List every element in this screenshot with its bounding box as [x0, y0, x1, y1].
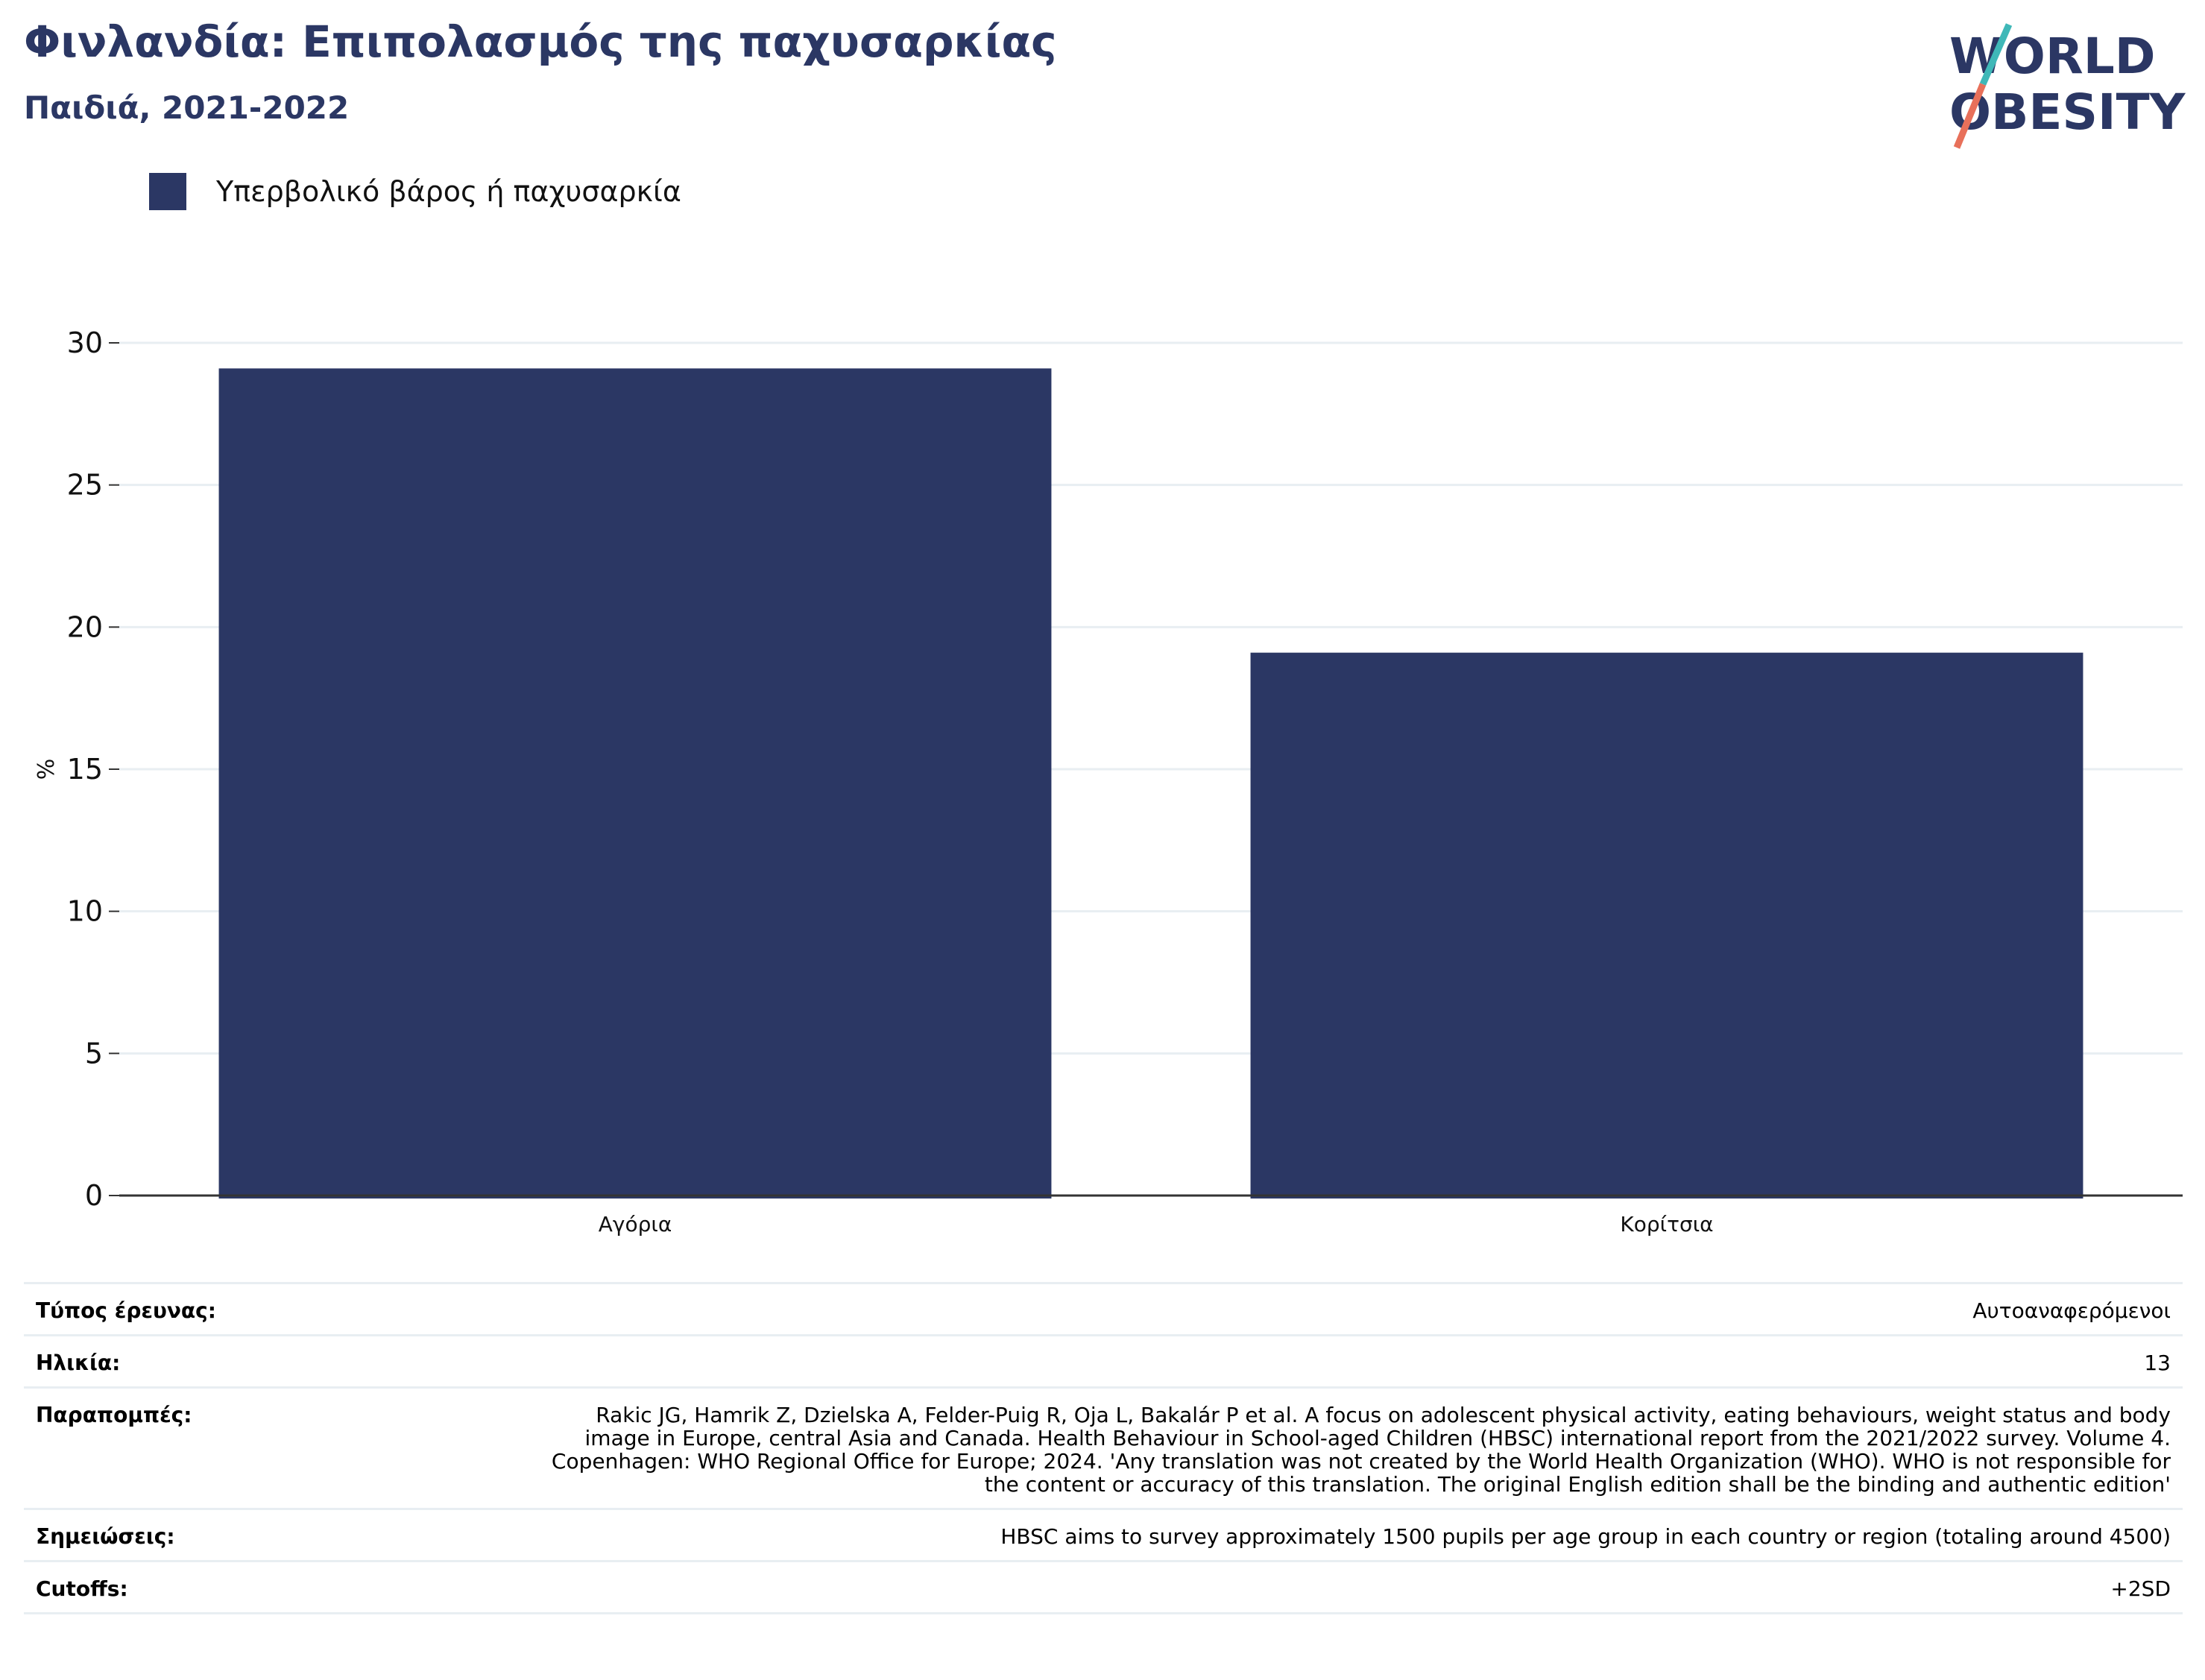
meta-label: Cutoffs: — [36, 1576, 128, 1601]
chart-subtitle: Παιδιά, 2021-2022 — [24, 89, 350, 126]
meta-value: Rakic JG, Hamrik Z, Dzielska A, Felder-P… — [551, 1403, 2171, 1497]
meta-label: Παραπομπές: — [36, 1403, 192, 1427]
bar-2 — [1250, 652, 2083, 1199]
x-tick-label: Αγόρια — [599, 1212, 672, 1237]
y-tick-label: 15 — [67, 753, 103, 786]
legend-swatch — [149, 173, 186, 210]
legend-label: Υπερβολικό βάρος ή παχυσαρκία — [216, 175, 681, 208]
meta-label: Σημειώσεις: — [36, 1524, 175, 1549]
logo-line-2: OBESITY — [1949, 83, 2186, 141]
y-tick-label: 30 — [67, 326, 103, 359]
logo-accent-coral — [1953, 83, 1987, 149]
bar-1 — [218, 368, 1052, 1199]
meta-row-notes: Σημειώσεις: HBSC aims to survey approxim… — [24, 1508, 2183, 1560]
meta-value: +2SD — [2110, 1576, 2171, 1601]
axes: 0 5 10 15 20 25 30 Αγόρια Κορίτσια% — [34, 326, 2183, 1237]
y-tick-label: 25 — [67, 469, 103, 502]
legend: Υπερβολικό βάρος ή παχυσαρκία — [149, 173, 681, 210]
logo-accent-teal — [1979, 23, 2013, 86]
meta-value: Αυτοαναφερόμενοι — [1972, 1298, 2171, 1323]
world-obesity-logo: WORLD OBESITY — [1949, 23, 2186, 149]
meta-label: Ηλικία: — [36, 1351, 121, 1375]
meta-value: HBSC aims to survey approximately 1500 p… — [1000, 1524, 2171, 1549]
y-axis-label: % — [34, 759, 60, 780]
meta-label: Τύπος έρευνας: — [36, 1298, 216, 1323]
x-tick-label: Κορίτσια — [1620, 1212, 1713, 1237]
y-tick-label: 5 — [85, 1037, 103, 1070]
metadata-table: Τύπος έρευνας: Αυτοαναφερόμενοι Ηλικία: … — [24, 1282, 2183, 1614]
meta-row-cutoffs: Cutoffs: +2SD — [24, 1560, 2183, 1614]
bar-chart: 0 5 10 15 20 25 30 Αγόρια Κορίτσια% — [34, 326, 2183, 1237]
meta-row-age: Ηλικία: 13 — [24, 1334, 2183, 1386]
y-tick-label: 10 — [67, 895, 103, 928]
chart-title: Φινλανδία: Επιπολασμός της παχυσαρκίας — [24, 16, 1057, 67]
y-tick-label: 20 — [67, 610, 103, 643]
meta-row-survey-type: Τύπος έρευνας: Αυτοαναφερόμενοι — [24, 1282, 2183, 1334]
bars — [218, 368, 2083, 1199]
meta-row-references: Παραπομπές: Rakic JG, Hamrik Z, Dzielska… — [24, 1386, 2183, 1508]
y-tick-label: 0 — [85, 1179, 103, 1212]
meta-value: 13 — [2144, 1351, 2171, 1375]
